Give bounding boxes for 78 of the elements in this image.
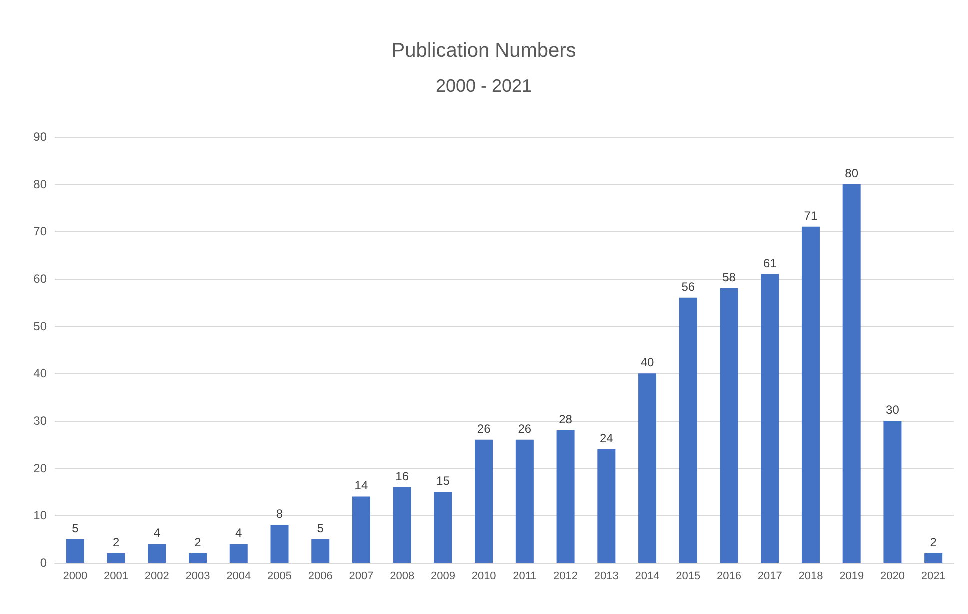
bar [393,487,412,563]
bar [475,440,494,563]
x-tick-label: 2001 [104,570,129,582]
bar [148,544,166,563]
bar [884,421,902,563]
data-label: 56 [682,280,696,294]
bar [638,374,657,563]
y-tick-label: 70 [34,224,48,239]
data-label: 2 [112,536,120,550]
x-tick-label: 2007 [349,570,374,582]
y-tick-label: 80 [34,177,48,192]
bar [842,184,861,563]
bar [679,298,698,563]
x-tick-label: 2003 [186,570,210,582]
data-label: 4 [236,526,243,540]
y-tick-label: 30 [34,414,48,428]
x-tick-label: 2006 [308,570,333,582]
bar [434,492,452,563]
x-tick-label: 2020 [880,570,905,582]
data-label: 16 [396,469,410,484]
data-label: 28 [559,412,573,426]
chart-title: Publication Numbers [392,40,576,62]
y-tick-label: 50 [34,319,48,334]
data-label: 4 [154,526,161,540]
bar [66,539,84,563]
x-tick-label: 2017 [758,570,782,582]
data-label: 14 [354,478,368,493]
bar [720,288,738,563]
bar [312,539,330,563]
data-label: 8 [276,507,284,522]
x-tick-label: 2011 [513,570,537,582]
y-tick-label: 0 [40,556,48,570]
bar [352,496,370,563]
chart-subtitle: 2000 - 2021 [436,76,532,96]
bar [598,449,616,563]
y-tick-label: 90 [34,130,48,144]
data-label: 71 [804,208,818,223]
data-label: 40 [640,356,655,370]
x-tick-label: 2014 [635,570,660,582]
x-tick-label: 2009 [430,570,456,582]
bar [516,440,534,563]
data-label: 26 [518,422,532,436]
bar [924,554,943,563]
data-label: 24 [600,431,614,446]
x-tick-label: 2008 [390,570,415,582]
x-tick-label: 2012 [554,570,578,582]
x-tick-label: 2013 [594,570,619,582]
x-tick-label: 2010 [472,570,496,582]
x-tick-label: 2019 [840,570,864,582]
x-tick-label: 2004 [226,570,252,582]
bar [802,226,820,563]
bar [107,554,126,563]
bar [761,274,780,563]
data-label: 80 [845,166,859,180]
x-tick-label: 2005 [268,570,292,582]
bar [189,554,208,563]
data-label: 61 [763,256,778,270]
x-tick-label: 2002 [144,570,170,582]
x-tick-label: 2021 [921,570,946,582]
y-tick-label: 40 [34,366,48,381]
data-label: 5 [72,521,80,536]
data-label: 2 [194,536,202,550]
x-tick-label: 2016 [717,570,742,582]
x-tick-label: 2015 [676,570,701,582]
data-label: 58 [722,270,736,284]
data-label: 5 [317,521,324,536]
y-tick-label: 60 [34,272,48,286]
y-tick-label: 10 [34,508,48,523]
data-label: 2 [930,536,938,550]
bar [556,430,575,563]
x-tick-label: 2000 [63,570,88,582]
data-label: 15 [436,474,450,488]
x-tick-label: 2018 [798,570,824,582]
data-label: 30 [886,403,900,417]
y-tick-label: 20 [34,461,48,476]
bar [230,544,248,563]
data-label: 26 [477,422,492,436]
bar [270,525,289,563]
